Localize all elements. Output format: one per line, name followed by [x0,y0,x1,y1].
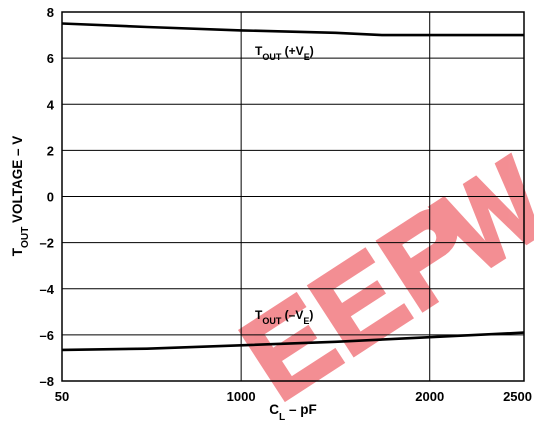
y-tick-labels: 8 6 4 2 0 –2 –4 –6 –8 [40,5,55,389]
plot-frame [61,11,525,382]
series-group [61,22,525,352]
x-tick-label: 50 [55,389,69,404]
y-axis-title: TOUT VOLTAGE – V [10,136,31,257]
y-tick-label: 6 [47,51,54,66]
x-tick-label: 2000 [415,389,444,404]
x-axis-title: CL – pF [269,402,316,423]
series-label-tout-minus: TOUT (–VE) [255,308,313,326]
y-tick-label: 2 [47,143,54,158]
x-tick-label: 1000 [227,389,256,404]
y-tick-label: 8 [47,5,54,20]
y-tick-label: –6 [40,328,54,343]
grid-lines [62,12,524,381]
x-tick-label: 2500 [503,389,532,404]
y-tick-label: –4 [40,282,55,297]
y-tick-label: –8 [40,374,54,389]
y-tick-label: –2 [40,236,54,251]
watermark-logo [238,152,534,403]
y-tick-label: 4 [47,97,55,112]
series-line-0 [61,22,524,37]
x-tick-labels: 50 1000 2000 2500 [55,389,532,404]
series-label-tout-plus: TOUT (+VE) [255,44,314,62]
series-line-1 [61,331,525,352]
y-tick-label: 0 [47,190,54,205]
